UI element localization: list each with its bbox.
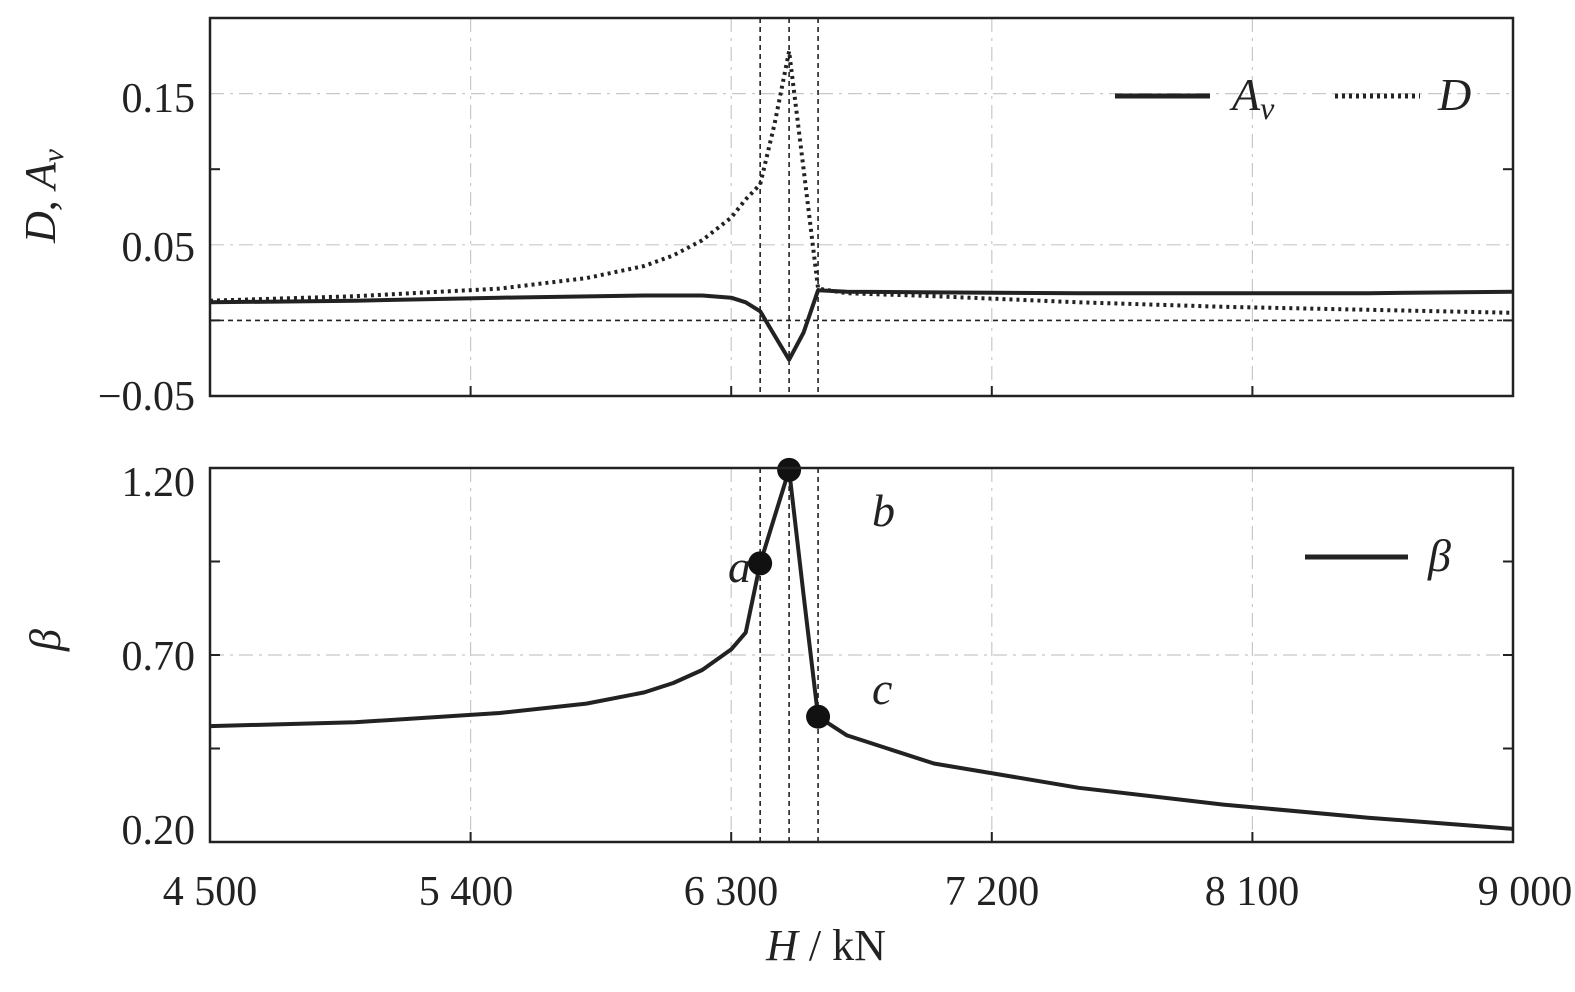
x-axis-title: H / kN [765, 921, 886, 970]
top-legend: Av D [1115, 69, 1471, 126]
point-label-b: b [872, 485, 895, 536]
legend-av-sub: v [1260, 90, 1275, 126]
top-y-tick-neg0.05: −0.05 [98, 374, 195, 420]
top-y-axis-title: D, Av [16, 148, 70, 244]
top-series-group [209, 50, 1514, 362]
x-tick-7200: 7 200 [945, 869, 1040, 915]
x-tick-4500: 4 500 [163, 869, 258, 915]
bottom-y-tick-1.20: 1.20 [122, 460, 196, 506]
top-y-title-v: v [37, 148, 70, 162]
bottom-series-group [209, 457, 1514, 831]
top-y-title-a: A [16, 161, 65, 192]
x-tick-5400: 5 400 [419, 869, 514, 915]
top-y-title-d: D [16, 211, 65, 244]
legend-label-d: D [1437, 69, 1471, 120]
bottom-y-tick-0.70: 0.70 [122, 634, 196, 680]
bottom-legend: β [1305, 530, 1451, 581]
top-y-tick-0.05: 0.05 [122, 225, 196, 271]
bottom-plot-frame [208, 466, 1515, 844]
top-grid [210, 18, 1513, 396]
point-label-a: a [728, 541, 751, 592]
x-title-unit: kN [832, 921, 886, 970]
top-y-tick-0.15: 0.15 [122, 76, 196, 122]
bottom-grid [210, 468, 1513, 842]
x-axis-labels: 4 500 5 400 6 300 7 200 8 100 9 000 [163, 869, 1573, 915]
x-title-sep: / [798, 921, 832, 970]
top-reference-lines [210, 18, 1513, 396]
point-label-c: c [872, 663, 892, 714]
top-ticks [209, 17, 1514, 397]
series-line-beta [209, 467, 1514, 831]
top-panel: 0.15 0.05 −0.05 D, Av Av D [16, 16, 1515, 420]
point-marker-b [777, 457, 802, 482]
legend-label-beta: β [1427, 530, 1451, 581]
x-tick-6300: 6 300 [684, 869, 779, 915]
legend-av-main: A [1229, 69, 1261, 120]
bottom-panel: 1.20 0.70 0.20 β β a b c [21, 457, 1515, 854]
point-marker-a [748, 551, 773, 576]
series-line-d [209, 50, 1514, 315]
x-tick-9000: 9 000 [1478, 869, 1573, 915]
x-title-var: H [765, 921, 800, 970]
point-marker-c [806, 704, 831, 729]
top-plot-frame [208, 16, 1515, 398]
legend-label-av: Av [1229, 69, 1275, 126]
x-tick-8100: 8 100 [1205, 869, 1300, 915]
bottom-y-tick-0.20: 0.20 [122, 808, 196, 854]
series-line-av [209, 288, 1514, 362]
top-y-title-comma: , [16, 189, 65, 211]
bottom-y-axis-title: β [21, 629, 70, 652]
